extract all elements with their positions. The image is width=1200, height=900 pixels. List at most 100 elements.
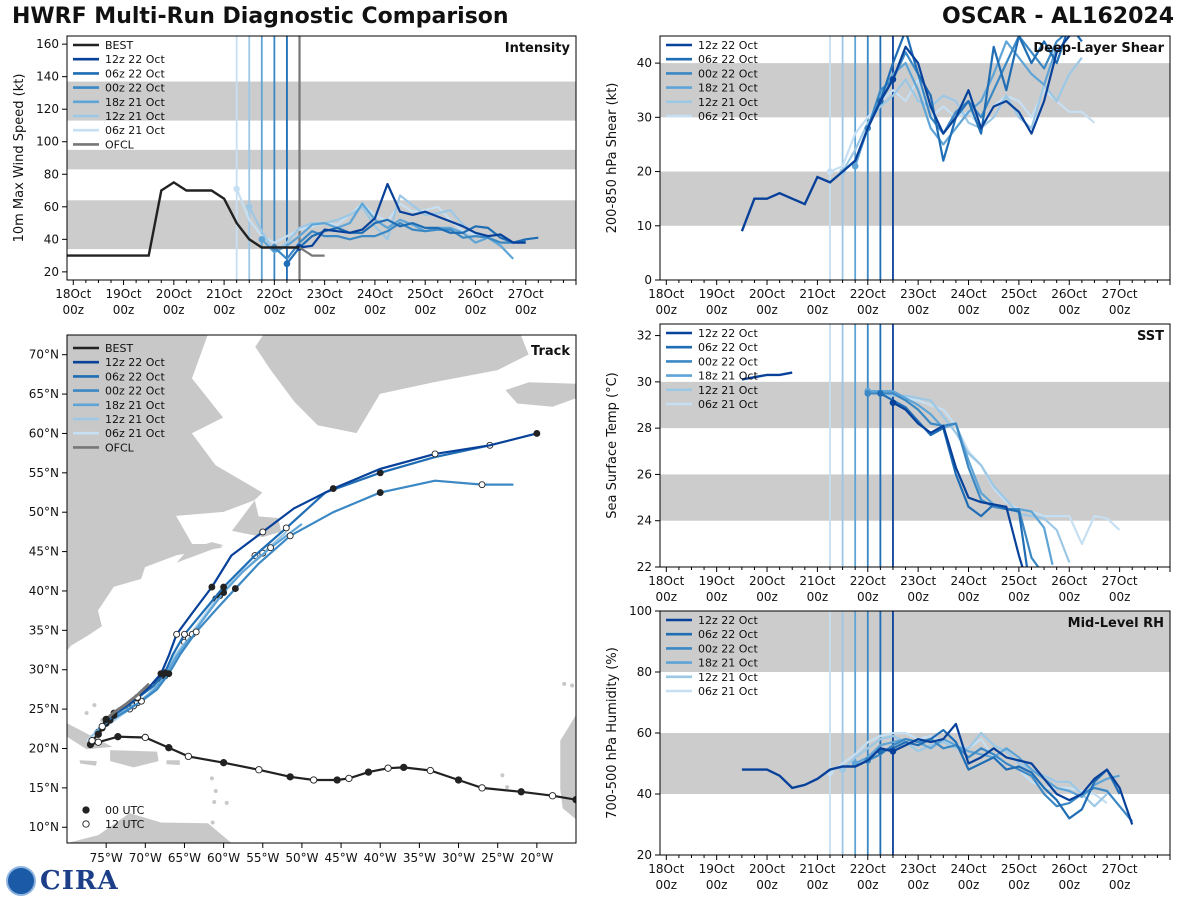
sst-xtick-label-2: 20Oct: [749, 574, 785, 588]
track-xtick-label-2: 65°W: [168, 851, 201, 865]
land-iceland: [505, 382, 576, 407]
track-series-point: [431, 450, 439, 458]
shear-xtick-sublabel-3: 00z: [807, 303, 829, 317]
intensity-xtick-sublabel-1: 00z: [113, 303, 135, 317]
rh-ytick-label-2: 60: [637, 726, 652, 740]
sst-xtick-sublabel-7: 00z: [1008, 590, 1030, 604]
sst-legend-label-1: 06z 22 Oct: [698, 341, 758, 354]
rh-panel: 20 40 60 80 100 18Oct 00z 19Oct 00z 20Oct 00z 21Oct…: [605, 604, 1171, 892]
shear-ytick-label-0: 0: [644, 273, 652, 287]
sst-xtick-sublabel-5: 00z: [907, 590, 929, 604]
land-island-2: [505, 785, 510, 790]
sst-xtick-label-4: 22Oct: [850, 574, 886, 588]
shear-legend-label-5: 06z 21 Oct: [698, 110, 758, 123]
track-series-point: [220, 583, 228, 591]
track-marker-legend-label-0: 00 UTC: [105, 804, 145, 817]
land-africa-iberia: [560, 561, 576, 820]
rh-band-0: [660, 733, 1170, 794]
sst-legend-label-4: 12z 21 Oct: [698, 384, 758, 397]
shear-band-1: [660, 63, 1170, 118]
track-xtick-label-7: 40°W: [364, 851, 397, 865]
shear-xtick-sublabel-7: 00z: [1008, 303, 1030, 317]
sst-xtick-sublabel-9: 00z: [1109, 590, 1131, 604]
page-title: HWRF Multi-Run Diagnostic Comparison: [12, 4, 509, 29]
intensity-panel: 20 40 60 80 100 120 140 160 18Oct 00z 19Oct 00z 20Oc…: [12, 35, 577, 317]
rh-series-line-2: [867, 738, 1134, 823]
rh-xtick-sublabel-1: 00z: [706, 878, 728, 892]
intensity-xtick-label-8: 26Oct: [457, 287, 493, 301]
intensity-xtick-label-1: 19Oct: [106, 287, 142, 301]
track-best-point: [219, 759, 228, 767]
track-best-point: [364, 768, 373, 776]
track-best-point: [98, 722, 106, 731]
sst-xtick-sublabel-0: 00z: [656, 590, 678, 604]
track-series-line-2: [97, 479, 514, 730]
land-nova-scotia: [176, 542, 224, 563]
shear-xtick-label-9: 27Oct: [1102, 287, 1138, 301]
intensity-xtick-sublabel-5: 00z: [314, 303, 336, 317]
noaa-logo-icon: [6, 866, 36, 896]
track-best-point: [400, 763, 408, 772]
track-panel: 75°W 70°W 65°W 60°W 55°W 50°W 45°W 40°W 35°W 30°W…: [29, 334, 577, 865]
intensity-xtick-sublabel-4: 00z: [264, 303, 286, 317]
intensity-series-start-point-3: [258, 236, 266, 243]
shear-xtick-sublabel-1: 00z: [706, 303, 728, 317]
intensity-series-line-4: [248, 194, 501, 254]
rh-ytick-label-0: 20: [637, 848, 652, 862]
sst-xtick-label-6: 24Oct: [951, 574, 987, 588]
sst-ytick-label-0: 22: [637, 560, 652, 574]
rh-series-line-3: [854, 738, 1120, 799]
track-xtick-label-1: 70°W: [129, 851, 162, 865]
sst-ytick-label-5: 32: [637, 329, 652, 343]
shear-best-line: [740, 78, 895, 232]
shear-legend-label-1: 06z 22 Oct: [698, 53, 758, 66]
sst-xtick-label-7: 25Oct: [1001, 574, 1037, 588]
land-hispaniola: [110, 750, 159, 768]
shear-legend-label-0: 12z 22 Oct: [698, 39, 758, 52]
land-small-island-2: [212, 800, 217, 805]
sst-series-line-4: [880, 392, 1071, 563]
track-best-point: [184, 752, 193, 761]
sst-ytick-label-1: 24: [637, 514, 652, 528]
sst-series-start-point-2: [864, 390, 872, 397]
track-best-point: [165, 744, 173, 752]
rh-legend-label-0: 12z 22 Oct: [698, 614, 758, 627]
track-series-point: [259, 528, 267, 536]
shear-ytick-label-4: 40: [637, 56, 652, 70]
track-series-point: [286, 532, 294, 540]
sst-legend-label-3: 18z 21 Oct: [698, 370, 758, 383]
track-marker-legend-0: [82, 806, 90, 814]
sst-xtick-sublabel-2: 00z: [756, 590, 778, 604]
track-title: Track: [531, 344, 570, 359]
land-island-3: [500, 773, 505, 778]
track-best-point: [548, 792, 557, 800]
track-series-point: [181, 630, 188, 638]
track-series-point: [376, 489, 384, 496]
intensity-legend-label-1: 12z 22 Oct: [105, 53, 165, 66]
track-series-point: [157, 670, 165, 678]
rh-xtick-sublabel-4: 00z: [857, 878, 879, 892]
intensity-band-1: [67, 149, 576, 170]
shear-xtick-label-1: 19Oct: [699, 287, 735, 301]
rh-xtick-label-8: 26Oct: [1051, 862, 1087, 876]
track-xtick-label-11: 20°W: [520, 851, 553, 865]
shear-xtick-sublabel-5: 00z: [907, 303, 929, 317]
intensity-xtick-label-9: 27Oct: [508, 287, 544, 301]
intensity-best-line: [67, 180, 300, 257]
land-small-island-3: [224, 800, 229, 805]
sst-xtick-label-5: 23Oct: [900, 574, 936, 588]
sst-legend-label-0: 12z 22 Oct: [698, 327, 758, 340]
rh-xtick-label-2: 20Oct: [749, 862, 785, 876]
sst-series-line-0: [892, 401, 1024, 567]
rh-xtick-sublabel-2: 00z: [756, 878, 778, 892]
rh-legend-label-1: 06z 22 Oct: [698, 628, 758, 641]
track-best-point: [426, 766, 434, 775]
track-series-point: [192, 628, 200, 636]
intensity-xtick-sublabel-8: 00z: [465, 303, 487, 317]
shear-series-line-0: [891, 36, 1071, 135]
track-best-point: [102, 715, 110, 723]
shear-series-start-point-3: [851, 162, 859, 170]
shear-legend-label-4: 12z 21 Oct: [698, 96, 758, 109]
track-xtick-label-3: 60°W: [207, 851, 240, 865]
intensity-ofcl-line: [298, 246, 325, 257]
